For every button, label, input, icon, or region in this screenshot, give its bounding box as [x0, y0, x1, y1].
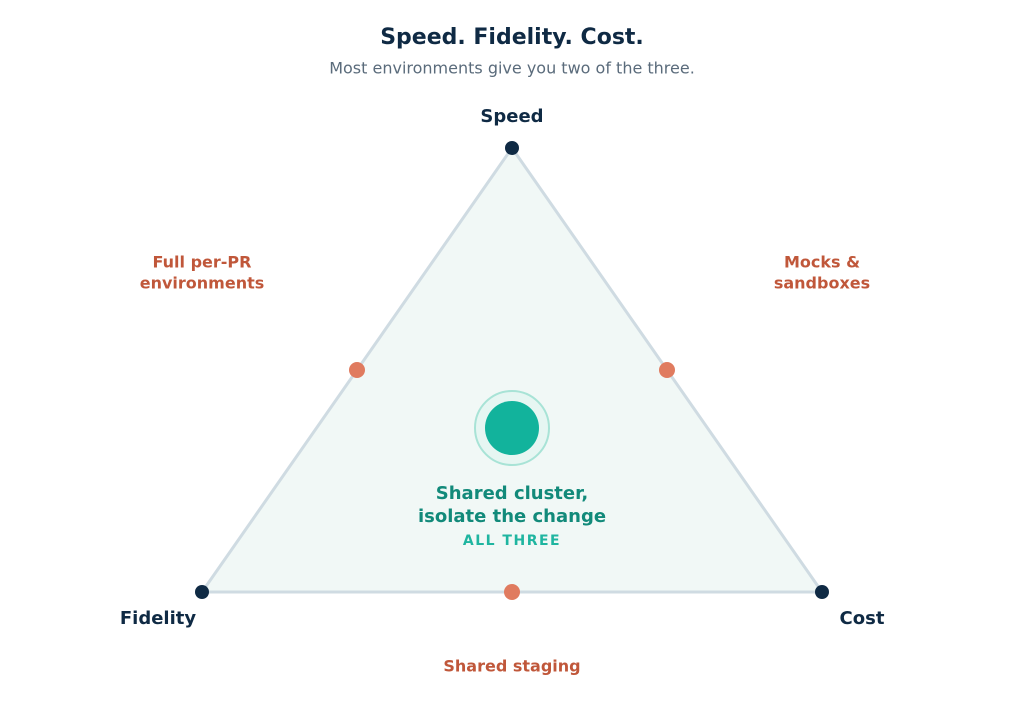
title: Speed. Fidelity. Cost.: [380, 25, 644, 50]
edge-dot: [349, 362, 365, 378]
edge-dot: [504, 584, 520, 600]
edge-label: sandboxes: [774, 274, 870, 293]
center-dot: [485, 401, 539, 455]
edge-label: Full per-PR: [153, 253, 252, 272]
vertex-label: Cost: [840, 608, 885, 629]
center-tag: ALL THREE: [463, 533, 561, 549]
center-label: isolate the change: [418, 506, 606, 527]
edge-label: Shared staging: [443, 657, 580, 676]
vertex-label: Fidelity: [120, 608, 197, 629]
vertex-dot: [815, 585, 829, 599]
vertex-dot: [505, 141, 519, 155]
edge-label: environments: [140, 274, 265, 293]
vertex-dot: [195, 585, 209, 599]
center-label: Shared cluster,: [436, 483, 588, 504]
edge-label: Mocks &: [784, 253, 860, 272]
subtitle: Most environments give you two of the th…: [329, 59, 695, 78]
edge-dot: [659, 362, 675, 378]
vertex-label: Speed: [480, 106, 543, 127]
